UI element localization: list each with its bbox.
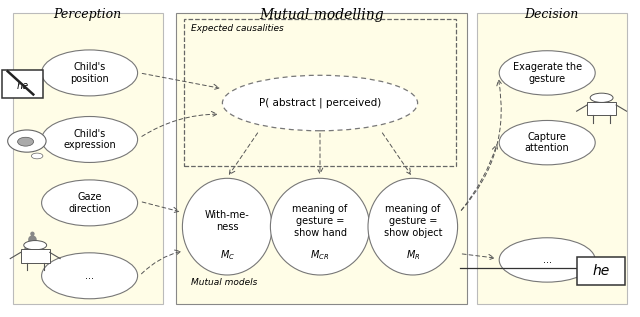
Text: he: he (593, 264, 609, 278)
FancyBboxPatch shape (176, 13, 467, 304)
Ellipse shape (8, 130, 46, 152)
Ellipse shape (31, 153, 43, 159)
Ellipse shape (499, 120, 595, 165)
Ellipse shape (368, 178, 458, 275)
Text: meaning of
gesture =
show object: meaning of gesture = show object (383, 204, 442, 237)
Text: Decision: Decision (525, 8, 579, 21)
Text: With-me-
ness: With-me- ness (205, 210, 250, 232)
Text: Child's
expression: Child's expression (63, 129, 116, 150)
Ellipse shape (223, 75, 418, 131)
Text: ♟: ♟ (20, 230, 44, 258)
Ellipse shape (182, 178, 272, 275)
Text: Gaze
direction: Gaze direction (68, 192, 111, 214)
FancyBboxPatch shape (2, 70, 43, 98)
Text: $M_C$: $M_C$ (220, 248, 235, 262)
FancyBboxPatch shape (13, 13, 163, 304)
Text: Child's
position: Child's position (70, 62, 109, 84)
Ellipse shape (24, 241, 47, 250)
Text: P( abstract | perceived): P( abstract | perceived) (259, 98, 381, 108)
Text: Perception: Perception (54, 8, 122, 21)
Text: $M_R$: $M_R$ (406, 248, 420, 262)
Ellipse shape (590, 93, 613, 102)
Ellipse shape (42, 180, 138, 226)
Text: Expected causalities: Expected causalities (191, 24, 284, 33)
Ellipse shape (42, 50, 138, 96)
Text: Mutual models: Mutual models (191, 278, 257, 287)
Ellipse shape (18, 137, 34, 146)
Ellipse shape (499, 238, 595, 282)
Bar (184, 19, 456, 166)
Text: ...: ... (543, 255, 552, 265)
Text: $M_{CR}$: $M_{CR}$ (310, 248, 330, 262)
Text: Exagerate the
gesture: Exagerate the gesture (513, 62, 582, 84)
Text: meaning of
gesture =
show hand: meaning of gesture = show hand (292, 204, 348, 237)
Text: Capture
attention: Capture attention (525, 132, 570, 153)
FancyBboxPatch shape (20, 249, 50, 263)
FancyBboxPatch shape (477, 13, 627, 304)
Text: Mutual modelling: Mutual modelling (259, 8, 383, 22)
Ellipse shape (499, 51, 595, 95)
Text: he: he (17, 81, 28, 91)
Text: ...: ... (85, 271, 94, 281)
Ellipse shape (42, 116, 138, 162)
FancyBboxPatch shape (587, 102, 616, 115)
FancyBboxPatch shape (577, 257, 625, 285)
Ellipse shape (42, 253, 138, 299)
Ellipse shape (270, 178, 370, 275)
